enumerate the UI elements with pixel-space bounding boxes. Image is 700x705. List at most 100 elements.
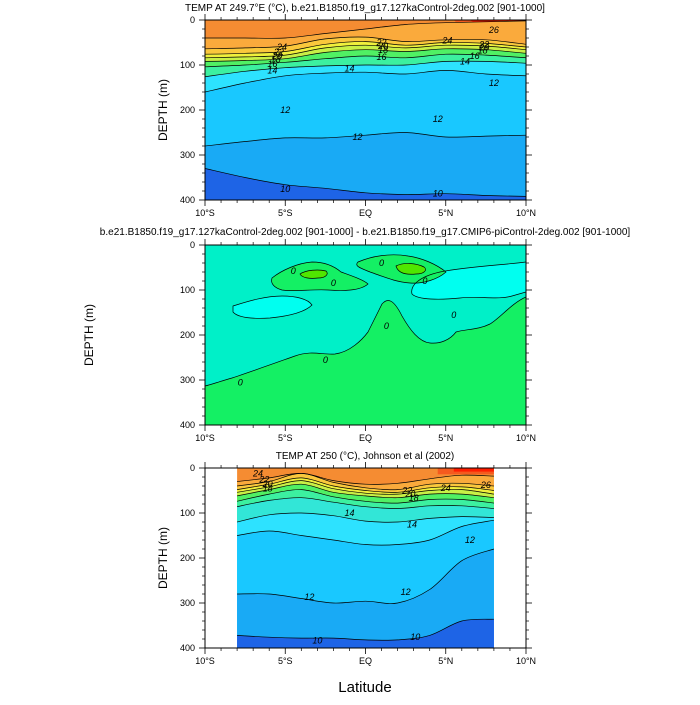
isotherm-20 — [205, 44, 526, 59]
isotherm-13 — [237, 519, 494, 546]
y-tick-label: 300 — [180, 375, 195, 385]
diff-contour-max-north — [395, 263, 426, 275]
contour-label: 10 — [410, 632, 420, 642]
x-tick-label: 10°N — [516, 433, 536, 443]
panel-1-ticks: 10°S 5°S EQ 5°N 10°N 0 100 200 300 400 — [180, 14, 536, 218]
panel-3-title: TEMP AT 250 (°C), Johnson et al (2002) — [276, 451, 455, 462]
contour-label: 12 — [352, 132, 362, 142]
contour-label: 12 — [489, 78, 499, 88]
y-tick-label: 200 — [180, 330, 195, 340]
contour-label: 24 — [440, 483, 451, 493]
isotherm-12 — [205, 132, 526, 147]
contour-label: 0 — [422, 276, 427, 286]
panel-difference: b.e21.B1850.f19_g17.127kaControl-2deg.00… — [82, 227, 630, 443]
isotherm-10 — [205, 168, 526, 197]
isotherm-25 — [237, 473, 494, 485]
y-tick-label: 100 — [180, 285, 195, 295]
contour-label: 24 — [252, 468, 263, 478]
x-tick-label: EQ — [359, 433, 372, 443]
panel-3-ylabel: DEPTH (m) — [156, 527, 170, 589]
panel-3-contours — [237, 473, 495, 641]
panel-1-ylabel: DEPTH (m) — [156, 79, 170, 141]
contour-label: 22 — [273, 47, 284, 57]
panel-2-fills — [205, 245, 526, 425]
diff-zero-contour-upper-south — [271, 261, 369, 292]
x-tick-label: 10°N — [516, 656, 536, 666]
contour-label: 12 — [433, 114, 443, 124]
temp-band-coldest — [237, 619, 494, 648]
panel-2-ylabel: DEPTH (m) — [82, 304, 96, 366]
panel-1-title: TEMP AT 249.7°E (°C), b.e21.B1850.f19_g1… — [185, 3, 545, 14]
y-tick-label: 100 — [180, 60, 195, 70]
y-tick-label: 0 — [190, 240, 195, 250]
contour-label: 12 — [280, 105, 290, 115]
contour-label: 26 — [488, 25, 499, 35]
contour-label: 10 — [312, 635, 322, 645]
x-tick-label: 5°N — [438, 656, 453, 666]
panel-1-contour-labels: 2422201816142220181614242622201816141212… — [267, 25, 499, 199]
isotherm-14 — [205, 60, 526, 78]
diff-zero-contour-south — [232, 295, 313, 319]
panel-3-ticks: 10°S 5°S EQ 5°N 10°N 0 100 200 300 400 — [180, 462, 536, 666]
temp-band-coldest — [205, 168, 526, 200]
panel-3-fills — [237, 468, 494, 648]
y-tick-label: 400 — [180, 195, 195, 205]
contour-label: 18 — [263, 484, 273, 494]
contour-label: 14 — [267, 65, 277, 75]
isotherm-18 — [237, 483, 494, 499]
isotherm-10 — [237, 618, 494, 641]
contour-label: 20 — [478, 42, 489, 52]
isotherm-25 — [205, 20, 526, 39]
isotherm-12 — [237, 548, 495, 604]
contour-label: 20 — [404, 489, 415, 499]
contour-label: 16 — [470, 51, 480, 61]
contour-label: 24 — [276, 42, 287, 52]
contour-label: 26 — [480, 480, 491, 490]
y-tick-label: 100 — [180, 508, 195, 518]
contour-label: 20 — [377, 41, 388, 51]
x-tick-label: EQ — [359, 656, 372, 666]
y-tick-label: 400 — [180, 643, 195, 653]
panel-observed-temp: TEMP AT 250 (°C), Johnson et al (2002) 2… — [156, 451, 536, 666]
x-tick-label: 10°N — [516, 208, 536, 218]
isotherm-20 — [237, 480, 494, 495]
contour-label: 18 — [378, 45, 388, 55]
isotherm-24 — [205, 36, 526, 50]
contour-label: 10 — [280, 184, 290, 194]
diff-region-max-north — [396, 263, 426, 275]
y-tick-label: 0 — [190, 15, 195, 25]
contour-label: 12 — [304, 592, 314, 602]
y-tick-label: 0 — [190, 463, 195, 473]
figure-xlabel: Latitude — [338, 679, 391, 696]
contour-label: 22 — [401, 486, 412, 496]
x-tick-label: 5°N — [438, 208, 453, 218]
y-tick-label: 300 — [180, 150, 195, 160]
isotherm-14 — [237, 512, 494, 523]
panel-2-contour-labels: 0 0 0 0 0 0 0 0 — [238, 258, 456, 388]
diff-region-negative-north — [411, 262, 526, 300]
isotherm-22 — [237, 477, 494, 493]
isotherm-24 — [237, 473, 494, 491]
contour-label: 20 — [262, 479, 273, 489]
x-tick-label: 5°N — [438, 433, 453, 443]
contour-label: 12 — [401, 587, 411, 597]
contour-label: 14 — [344, 64, 354, 74]
isotherm-13 — [205, 70, 526, 93]
x-tick-label: 5°S — [278, 208, 293, 218]
contour-label: 0 — [331, 278, 336, 288]
x-tick-label: 5°S — [278, 656, 293, 666]
contour-label: 14 — [407, 520, 417, 530]
contour-label: 18 — [271, 55, 281, 65]
diff-zero-contour-north — [411, 261, 526, 300]
contour-label: 0 — [238, 378, 243, 388]
diff-region-negative-south — [233, 296, 312, 319]
y-tick-label: 300 — [180, 598, 195, 608]
contour-label: 12 — [465, 535, 475, 545]
contour-label: 16 — [267, 59, 277, 69]
x-tick-label: 5°S — [278, 433, 293, 443]
y-tick-label: 200 — [180, 553, 195, 563]
x-tick-label: 10°S — [195, 656, 215, 666]
contour-label: 20 — [271, 51, 282, 61]
